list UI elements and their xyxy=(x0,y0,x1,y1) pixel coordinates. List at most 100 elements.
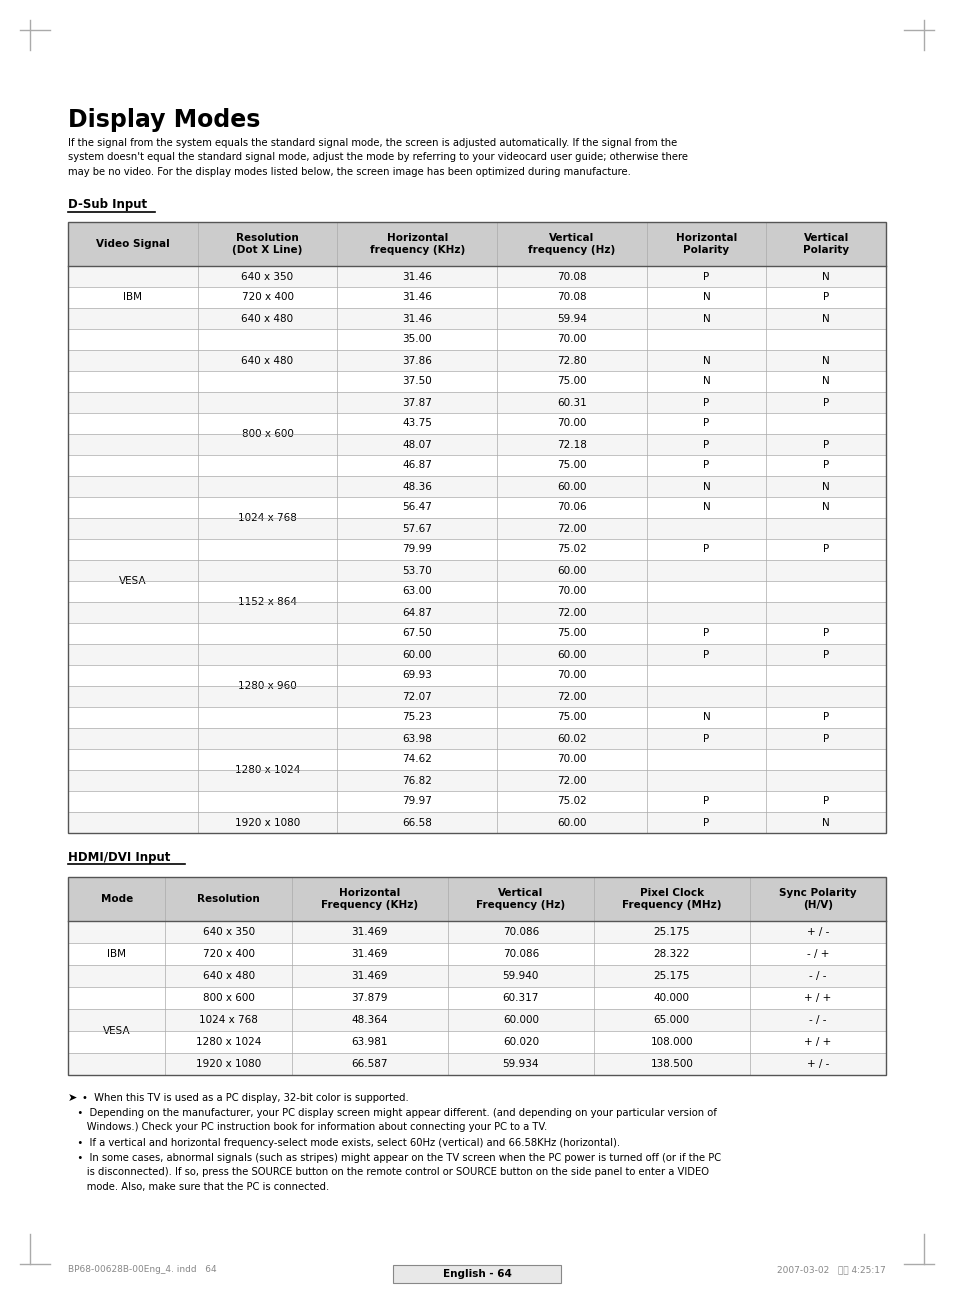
Text: 72.07: 72.07 xyxy=(402,691,432,701)
Text: 1280 x 960: 1280 x 960 xyxy=(238,681,296,691)
Text: Display Modes: Display Modes xyxy=(68,107,260,132)
Text: Sync Polarity
(H/V): Sync Polarity (H/V) xyxy=(779,888,856,910)
Text: 75.00: 75.00 xyxy=(557,461,586,471)
Text: 48.36: 48.36 xyxy=(402,481,432,492)
Text: P: P xyxy=(822,397,828,408)
Text: 60.00: 60.00 xyxy=(557,481,586,492)
Text: Mode: Mode xyxy=(100,894,132,905)
Bar xyxy=(68,267,885,287)
Text: 79.97: 79.97 xyxy=(402,797,432,806)
Text: 60.00: 60.00 xyxy=(557,650,586,660)
Text: 70.06: 70.06 xyxy=(557,502,586,512)
Text: P: P xyxy=(822,629,828,638)
Text: 63.00: 63.00 xyxy=(402,586,432,597)
Text: N: N xyxy=(821,481,829,492)
Text: P: P xyxy=(822,461,828,471)
Bar xyxy=(68,749,885,770)
Text: 46.87: 46.87 xyxy=(402,461,432,471)
Text: + / -: + / - xyxy=(806,1058,828,1069)
Text: N: N xyxy=(701,292,710,303)
Text: 640 x 350: 640 x 350 xyxy=(241,272,294,282)
Text: 70.086: 70.086 xyxy=(502,927,538,937)
Text: 67.50: 67.50 xyxy=(402,629,432,638)
Bar xyxy=(68,349,885,371)
Text: 63.981: 63.981 xyxy=(352,1036,388,1047)
Bar xyxy=(68,497,885,518)
Text: 1280 x 1024: 1280 x 1024 xyxy=(195,1036,261,1047)
Text: P: P xyxy=(822,545,828,555)
Text: 75.00: 75.00 xyxy=(557,629,586,638)
Bar xyxy=(68,665,885,686)
Text: P: P xyxy=(702,397,709,408)
Text: N: N xyxy=(701,713,710,722)
Text: 60.00: 60.00 xyxy=(557,818,586,827)
Text: 640 x 350: 640 x 350 xyxy=(202,927,254,937)
Text: 800 x 600: 800 x 600 xyxy=(203,992,254,1003)
Text: 75.23: 75.23 xyxy=(402,713,432,722)
Text: 108.000: 108.000 xyxy=(650,1036,692,1047)
Text: IBM: IBM xyxy=(123,292,142,303)
Text: 64.87: 64.87 xyxy=(402,607,432,617)
Bar xyxy=(68,813,885,833)
Text: 70.08: 70.08 xyxy=(557,272,586,282)
Text: 60.020: 60.020 xyxy=(502,1036,538,1047)
Text: 70.00: 70.00 xyxy=(557,670,586,681)
Text: 75.00: 75.00 xyxy=(557,377,586,387)
Text: P: P xyxy=(702,734,709,744)
Text: + / +: + / + xyxy=(803,1036,831,1047)
Bar xyxy=(68,1031,885,1053)
Bar xyxy=(68,476,885,497)
Bar xyxy=(68,560,885,581)
Text: •  Depending on the manufacturer, your PC display screen might appear different.: • Depending on the manufacturer, your PC… xyxy=(68,1108,716,1132)
Bar xyxy=(68,392,885,413)
Text: 640 x 480: 640 x 480 xyxy=(202,970,254,981)
Text: - / -: - / - xyxy=(808,970,825,981)
Text: 63.98: 63.98 xyxy=(402,734,432,744)
Text: 31.46: 31.46 xyxy=(402,272,432,282)
Text: 2007-03-02   오후 4:25:17: 2007-03-02 오후 4:25:17 xyxy=(777,1266,885,1275)
Text: + / +: + / + xyxy=(803,992,831,1003)
Text: 25.175: 25.175 xyxy=(653,970,689,981)
Text: - / -: - / - xyxy=(808,1014,825,1025)
Bar xyxy=(68,729,885,749)
Text: 43.75: 43.75 xyxy=(402,418,432,428)
Text: 1152 x 864: 1152 x 864 xyxy=(237,597,296,607)
Text: •  If a vertical and horizontal frequency-select mode exists, select 60Hz (verti: • If a vertical and horizontal frequency… xyxy=(68,1137,619,1148)
Text: 69.93: 69.93 xyxy=(402,670,432,681)
Text: N: N xyxy=(821,502,829,512)
Text: P: P xyxy=(702,818,709,827)
Bar xyxy=(68,1009,885,1031)
Text: Horizontal
Frequency (KHz): Horizontal Frequency (KHz) xyxy=(321,888,418,910)
Text: P: P xyxy=(702,797,709,806)
Text: Vertical
Frequency (Hz): Vertical Frequency (Hz) xyxy=(476,888,565,910)
Bar xyxy=(68,644,885,665)
Text: 1280 x 1024: 1280 x 1024 xyxy=(234,765,300,775)
Text: P: P xyxy=(702,461,709,471)
Text: P: P xyxy=(822,650,828,660)
Bar xyxy=(68,791,885,813)
Text: 1920 x 1080: 1920 x 1080 xyxy=(234,818,300,827)
Bar xyxy=(68,413,885,433)
Text: N: N xyxy=(821,818,829,827)
Text: 48.07: 48.07 xyxy=(402,440,432,449)
Text: P: P xyxy=(822,713,828,722)
Text: N: N xyxy=(701,377,710,387)
Text: P: P xyxy=(822,292,828,303)
Text: 60.317: 60.317 xyxy=(502,992,538,1003)
Text: 72.00: 72.00 xyxy=(557,775,586,785)
Text: 800 x 600: 800 x 600 xyxy=(241,430,294,439)
Text: P: P xyxy=(702,629,709,638)
Text: •  When this TV is used as a PC display, 32-bit color is supported.: • When this TV is used as a PC display, … xyxy=(82,1093,408,1102)
Text: 640 x 480: 640 x 480 xyxy=(241,313,294,324)
Text: Horizontal
Polarity: Horizontal Polarity xyxy=(675,233,737,255)
Bar xyxy=(393,1266,560,1282)
Text: 72.18: 72.18 xyxy=(557,440,586,449)
Text: - / +: - / + xyxy=(806,949,828,959)
Text: P: P xyxy=(702,272,709,282)
Text: VESA: VESA xyxy=(103,1026,131,1036)
Text: 31.469: 31.469 xyxy=(352,949,388,959)
Text: N: N xyxy=(701,313,710,324)
Bar xyxy=(68,877,885,1075)
Text: 76.82: 76.82 xyxy=(402,775,432,785)
Bar xyxy=(68,540,885,560)
